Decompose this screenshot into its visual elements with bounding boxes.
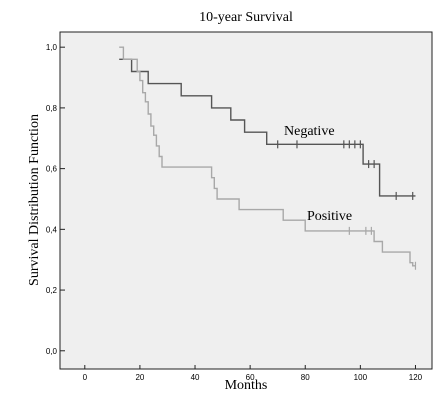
x-tick-label: 60 (246, 373, 255, 382)
series-line-negative (119, 58, 416, 197)
series-label-positive: Positive (307, 209, 352, 224)
y-tick-label: 0,6 (46, 165, 58, 174)
y-tick-label: 0,0 (46, 347, 58, 356)
y-tick-label: 1,0 (46, 43, 58, 52)
x-tick-label: 20 (135, 373, 144, 382)
x-tick-label: 80 (301, 373, 310, 382)
x-tick-label: 0 (83, 373, 88, 382)
y-tick-label: 0,8 (46, 104, 58, 113)
series-layer (119, 46, 417, 270)
x-axis-label: Months (225, 378, 268, 393)
x-tick-label: 120 (409, 373, 423, 382)
x-axis-ticks: 0 20 40 60 80 100 120 (83, 365, 423, 382)
chart-title: 10-year Survival (199, 10, 293, 25)
x-tick-label: 40 (191, 373, 200, 382)
y-tick-label: 0,2 (46, 286, 58, 295)
series-line-positive (119, 46, 416, 267)
y-tick-label: 0,4 (46, 225, 58, 234)
y-axis-ticks: 0,0 0,2 0,4 0,6 0,8 1,0 (46, 43, 65, 356)
series-label-negative: Negative (284, 124, 335, 139)
series-labels: Negative Positive (284, 124, 352, 224)
y-axis-label: Survival Distribution Function (27, 114, 42, 286)
plot-area (59, 31, 433, 370)
x-tick-label: 100 (354, 373, 368, 382)
